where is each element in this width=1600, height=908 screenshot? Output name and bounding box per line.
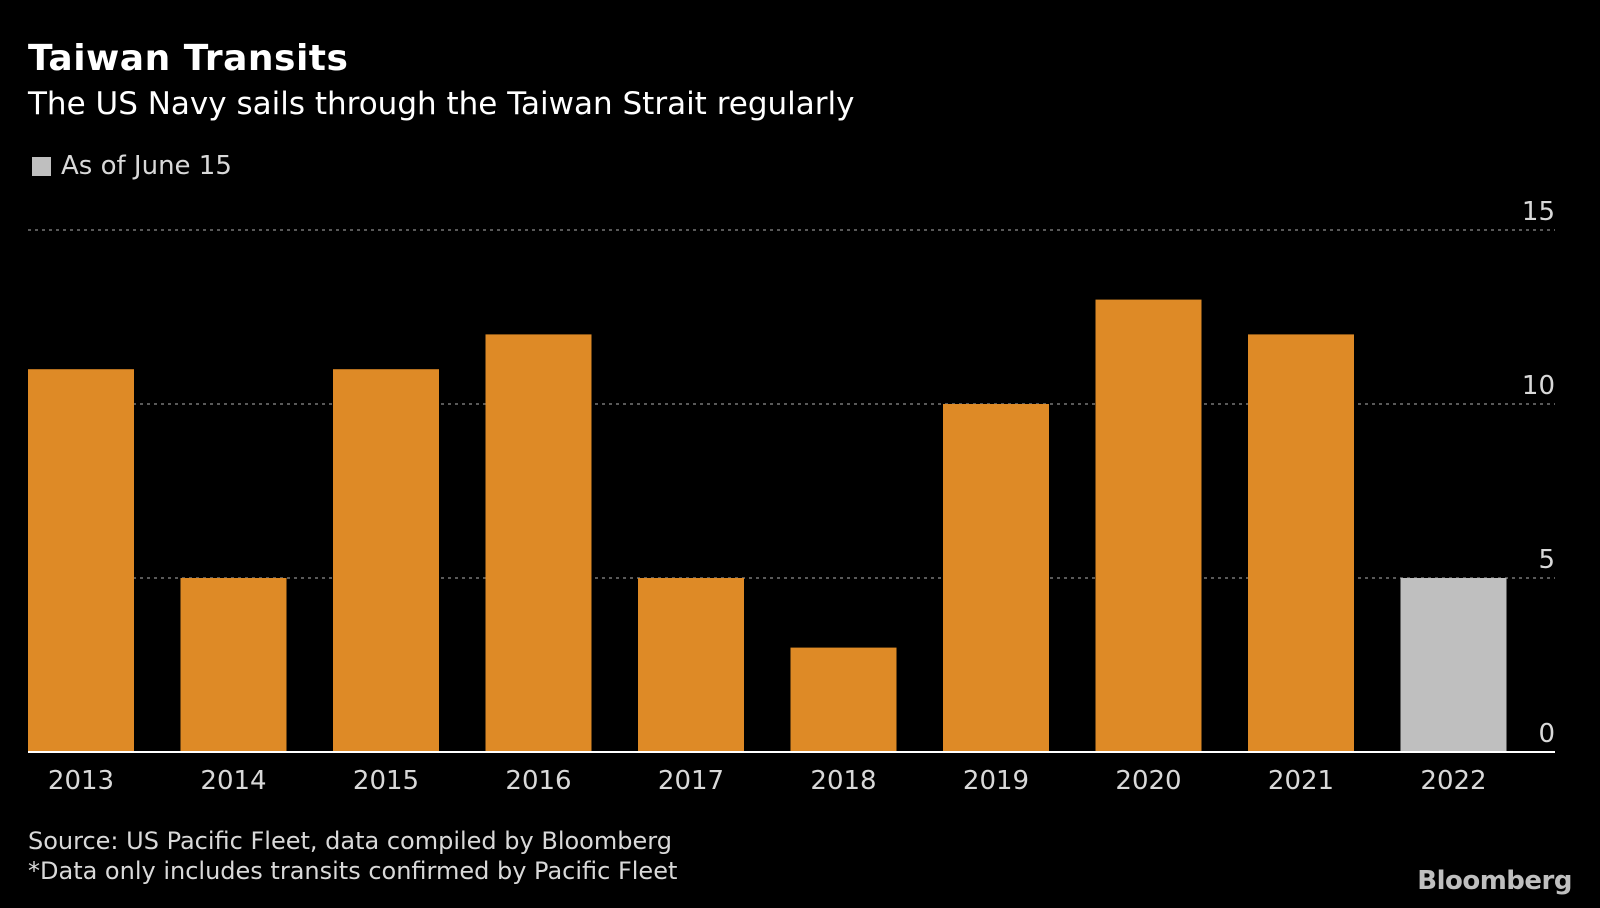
y-tick-label: 15 bbox=[1522, 197, 1555, 227]
footnote: *Data only includes transits confirmed b… bbox=[28, 857, 678, 885]
bloomberg-logo: Bloomberg bbox=[1417, 866, 1572, 896]
source-note: Source: US Pacific Fleet, data compiled … bbox=[28, 827, 672, 855]
y-tick-label: 5 bbox=[1538, 545, 1555, 575]
x-tick-label: 2021 bbox=[1268, 766, 1334, 796]
y-tick-label: 10 bbox=[1522, 371, 1555, 401]
bar bbox=[638, 578, 744, 752]
bar bbox=[790, 647, 897, 752]
x-tick-label: 2015 bbox=[353, 766, 419, 796]
chart-subtitle: The US Navy sails through the Taiwan Str… bbox=[28, 86, 855, 122]
legend: As of June 15 bbox=[32, 151, 232, 181]
y-tick-label: 0 bbox=[1538, 719, 1555, 749]
bar bbox=[333, 369, 439, 752]
x-tick-label: 2022 bbox=[1420, 766, 1486, 796]
x-tick-label: 2017 bbox=[658, 766, 724, 796]
bar bbox=[28, 369, 134, 752]
legend-label: As of June 15 bbox=[61, 151, 232, 181]
bar bbox=[943, 404, 1049, 752]
bar bbox=[485, 334, 592, 752]
bar bbox=[1400, 578, 1507, 752]
chart-title: Taiwan Transits bbox=[28, 38, 349, 79]
x-tick-label: 2018 bbox=[810, 766, 876, 796]
bar bbox=[1095, 299, 1202, 752]
bar bbox=[180, 578, 287, 752]
x-tick-label: 2019 bbox=[963, 766, 1029, 796]
x-tick-label: 2016 bbox=[505, 766, 571, 796]
x-tick-label: 2014 bbox=[200, 766, 266, 796]
bar bbox=[1248, 334, 1354, 752]
x-tick-label: 2013 bbox=[48, 766, 114, 796]
x-tick-label: 2020 bbox=[1115, 766, 1181, 796]
legend-swatch bbox=[32, 156, 51, 176]
